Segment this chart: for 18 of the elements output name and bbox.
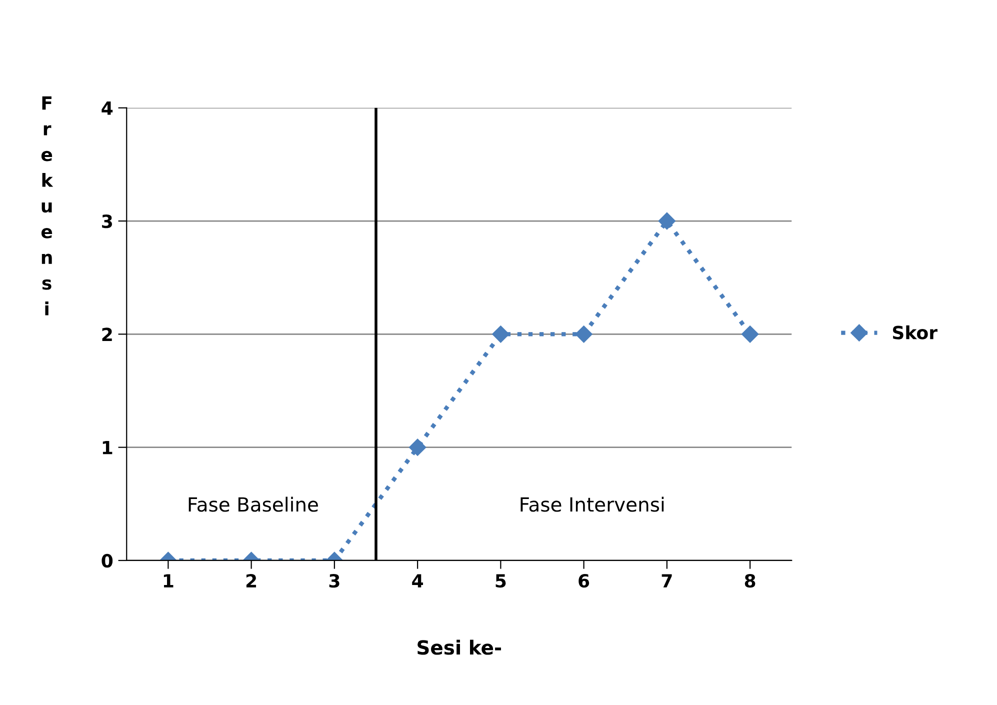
y-tick-label: 2 [102, 328, 112, 342]
x-tick-label: 7 [662, 574, 672, 588]
x-tick-label: 5 [496, 574, 506, 588]
annotation: Fase Baseline [188, 496, 318, 512]
legend-label: Skor [892, 325, 938, 340]
x-tick-label: 8 [744, 574, 756, 588]
y-tick-label: 0 [102, 554, 113, 568]
x-tick-label: 1 [164, 574, 174, 588]
annotation: Fase Intervensi [520, 496, 664, 512]
x-tick-label: 2 [246, 574, 256, 588]
text: Frekuensi [41, 96, 54, 316]
x-axis-title: Sesi ke- [418, 640, 502, 655]
y-tick-label: 3 [102, 214, 112, 228]
x-tick-label: 3 [329, 574, 340, 588]
x-tick-label: 6 [578, 574, 590, 588]
y-tick-label: 4 [102, 102, 113, 115]
x-tick-label: 4 [412, 574, 424, 588]
y-tick-label: 1 [102, 441, 112, 454]
